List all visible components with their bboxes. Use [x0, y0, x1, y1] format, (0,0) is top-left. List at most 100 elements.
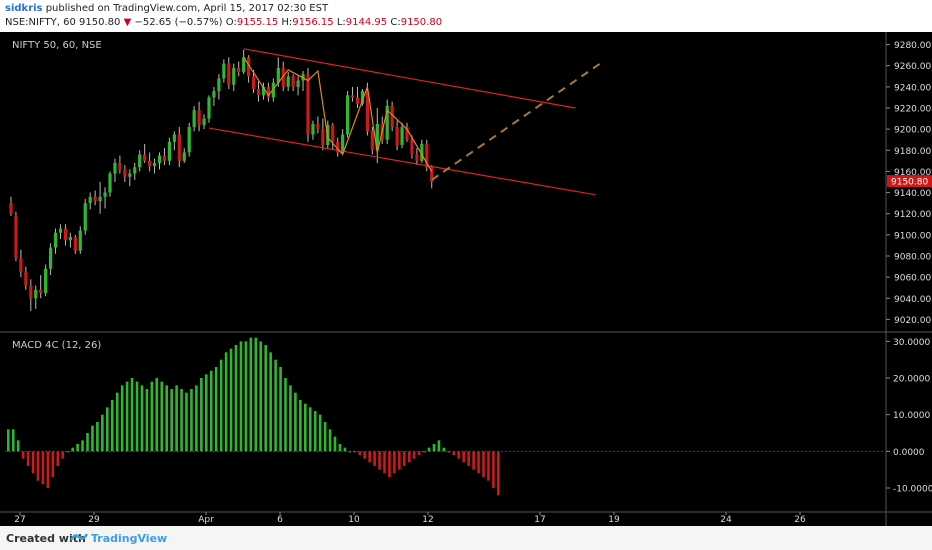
- last-price-tag: [887, 175, 932, 188]
- macd-bar: [214, 367, 218, 452]
- candle-down: [410, 139, 414, 155]
- candle-down: [177, 134, 181, 161]
- candle-down: [148, 160, 152, 167]
- candle-down: [123, 169, 127, 177]
- candle-down: [390, 105, 394, 128]
- macd-histogram: [7, 337, 500, 496]
- macd-tick-label: 20.0000: [893, 375, 930, 385]
- macd-bar: [36, 451, 40, 481]
- macd-bar: [120, 385, 124, 452]
- candle-down: [197, 110, 201, 125]
- price-chart-title: NIFTY 50, 60, NSE: [12, 40, 102, 51]
- macd-bar: [294, 392, 297, 452]
- change-value: −52.65 (−0.57%): [134, 17, 223, 28]
- candle-up: [385, 105, 389, 140]
- candle-down: [39, 289, 43, 293]
- macd-bar: [452, 451, 456, 455]
- macd-bar: [185, 392, 188, 452]
- macd-bar: [442, 447, 446, 452]
- macd-bar: [66, 451, 69, 453]
- candle-up: [83, 203, 87, 231]
- candle-down: [291, 76, 295, 87]
- price-tick-label: 9060.00: [894, 274, 931, 284]
- candle-up: [346, 95, 350, 135]
- macd-bar: [130, 378, 134, 452]
- price-tick-label: 9020.00: [894, 316, 931, 326]
- high-value: 9156.15: [292, 17, 334, 28]
- macd-bar: [299, 400, 302, 452]
- macd-bar: [195, 385, 198, 452]
- candle-up: [133, 167, 137, 174]
- price-tick-label: 9100.00: [894, 231, 931, 241]
- candle-up: [138, 154, 142, 168]
- macd-tick-label: 30.0000: [893, 338, 930, 348]
- candle-down: [405, 127, 409, 140]
- price-tick-label: 9140.00: [894, 189, 931, 199]
- macd-title: MACD 4C (12, 26): [12, 340, 101, 351]
- low-value: 9144.95: [345, 17, 388, 28]
- candle-up: [212, 91, 216, 98]
- macd-bar: [348, 451, 352, 453]
- high-label: H:: [281, 17, 293, 28]
- macd-bar: [244, 341, 248, 452]
- candle-down: [251, 76, 256, 89]
- macd-bar: [432, 444, 436, 452]
- candle-up: [182, 152, 186, 161]
- macd-bar: [284, 378, 287, 452]
- macd-bar: [101, 414, 104, 452]
- macd-bar: [328, 429, 332, 452]
- price-tick-label: 9120.00: [894, 210, 931, 220]
- macd-bar: [477, 451, 480, 474]
- candle-down: [14, 215, 18, 259]
- macd-bar: [76, 444, 79, 452]
- macd-bar: [417, 451, 421, 455]
- candle-down: [29, 285, 33, 299]
- time-tick-label: 17: [534, 515, 545, 525]
- macd-bar: [254, 337, 258, 452]
- macd-bar: [110, 400, 114, 452]
- candle-up: [192, 110, 196, 128]
- candle-down: [281, 67, 285, 87]
- tradingview-logo-icon: [70, 533, 88, 541]
- macd-bar: [482, 451, 485, 477]
- macd-bar: [368, 451, 371, 463]
- macd-bar: [170, 389, 173, 452]
- macd-bar: [308, 407, 312, 452]
- macd-bar: [51, 451, 55, 477]
- candle-up: [420, 143, 424, 161]
- candle-up: [276, 67, 280, 83]
- macd-bar: [353, 451, 357, 453]
- macd-bar: [403, 451, 406, 466]
- candle-down: [336, 141, 340, 153]
- channel-upper-line: [243, 48, 576, 109]
- macd-bar: [165, 385, 168, 452]
- chart-area[interactable]: [0, 32, 932, 526]
- candle-down: [350, 95, 355, 98]
- time-tick-label: 27: [14, 515, 25, 525]
- candle-down: [73, 236, 77, 251]
- macd-bar: [398, 451, 401, 470]
- tradingview-brand-link[interactable]: TradingView: [91, 532, 168, 545]
- chart-canvas[interactable]: 9020.00 9040.00 9060.00 9080.00 9100.00 9120.…: [0, 32, 932, 526]
- candle-down: [143, 154, 147, 161]
- macd-bar: [205, 374, 208, 452]
- macd-bar: [313, 411, 317, 452]
- candle-up: [53, 232, 58, 248]
- price-tick-label: 9260.00: [894, 62, 931, 72]
- macd-bar: [145, 389, 149, 452]
- candle-up: [286, 76, 290, 87]
- low-label: L:: [336, 17, 346, 28]
- candle-up: [34, 289, 38, 299]
- macd-bar: [437, 440, 441, 452]
- candle-down: [321, 129, 325, 145]
- candle-down: [9, 203, 13, 214]
- symbol-label: NSE:NIFTY, 60: [5, 17, 76, 28]
- time-tick-label: 24: [720, 515, 732, 525]
- candle-up: [202, 118, 206, 125]
- macd-bar: [81, 440, 84, 452]
- author-link[interactable]: sidkris: [5, 3, 43, 14]
- time-tick-label: 26: [794, 515, 806, 525]
- candle-down: [316, 123, 320, 130]
- down-arrow-icon: ▼: [123, 17, 132, 28]
- last-price-tag-label: 9150.80: [891, 178, 928, 188]
